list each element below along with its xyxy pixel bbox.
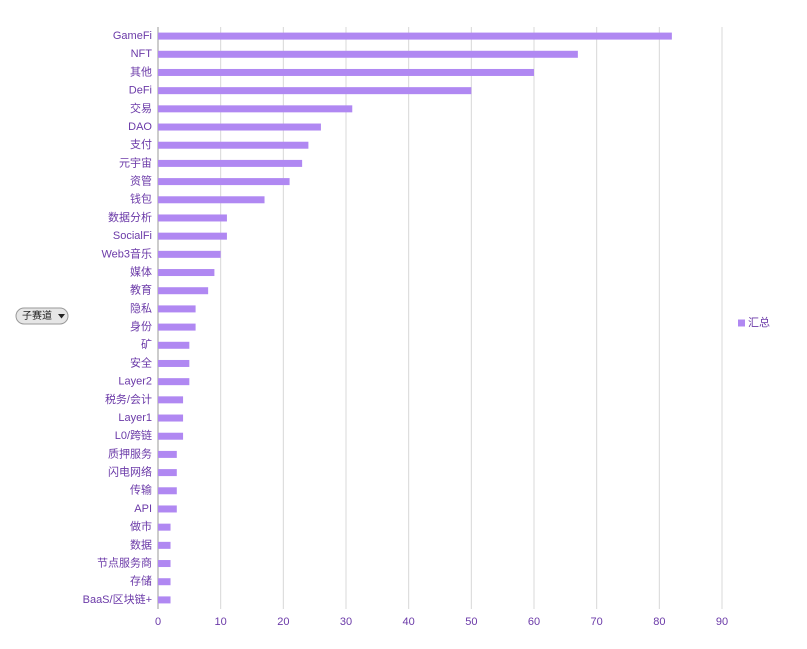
bar	[158, 232, 227, 240]
y-tick-label: 数据	[130, 537, 152, 551]
y-tick-label: 钱包	[130, 192, 152, 206]
y-tick-label: API	[134, 503, 152, 515]
y-tick-label: 节点服务商	[97, 555, 152, 569]
y-tick-label: 交易	[130, 101, 152, 115]
bar	[158, 341, 190, 349]
x-tick-label: 90	[716, 616, 728, 628]
bar	[158, 560, 171, 568]
y-tick-label: 教育	[130, 283, 152, 297]
filter-label: 子赛道	[22, 309, 52, 322]
bar	[158, 105, 353, 113]
bar	[158, 469, 177, 477]
bar	[158, 450, 177, 458]
bar	[158, 269, 215, 277]
y-tick-label: Web3音乐	[101, 246, 152, 260]
x-tick-label: 70	[591, 616, 603, 628]
legend-label: 汇总	[748, 315, 770, 329]
y-tick-label: Layer1	[118, 412, 152, 424]
x-tick-label: 50	[465, 616, 477, 628]
bar	[158, 178, 290, 186]
bar	[158, 414, 184, 422]
y-tick-label: 传输	[130, 483, 152, 497]
y-tick-label: 做市	[130, 519, 152, 533]
bar	[158, 123, 321, 131]
bar	[158, 50, 578, 58]
y-tick-label: Layer2	[118, 376, 152, 388]
bar	[158, 359, 190, 367]
legend-swatch	[738, 319, 745, 327]
y-tick-label: 存储	[130, 574, 152, 588]
y-tick-label: 身份	[130, 319, 152, 333]
y-tick-label: NFT	[131, 48, 153, 60]
bar	[158, 141, 309, 149]
y-tick-label: 安全	[130, 355, 152, 369]
bar	[158, 378, 190, 386]
bar	[158, 250, 221, 258]
y-tick-label: 资管	[130, 174, 152, 188]
y-tick-label: DeFi	[129, 85, 152, 97]
y-tick-label: GameFi	[113, 30, 152, 42]
y-tick-label: 数据分析	[108, 210, 152, 224]
filter-button-bg	[15, 307, 69, 325]
dropdown-arrow	[58, 314, 65, 319]
bar	[158, 578, 171, 586]
y-tick-label: 隐私	[130, 302, 152, 315]
y-tick-label: L0/跨链	[115, 428, 152, 442]
bar	[158, 214, 227, 222]
bar	[158, 32, 672, 40]
bar	[158, 523, 171, 531]
x-tick-label: 80	[653, 616, 665, 628]
x-tick-label: 60	[528, 616, 540, 628]
bar	[158, 305, 196, 313]
y-tick-label: 闪电网络	[108, 465, 152, 479]
bar	[158, 396, 184, 404]
x-tick-label: 30	[340, 616, 352, 628]
y-tick-label: 税务/会计	[105, 392, 152, 406]
bar	[158, 541, 171, 549]
y-tick-label: 媒体	[130, 264, 152, 278]
bar	[158, 505, 177, 513]
x-tick-label: 40	[403, 616, 415, 628]
x-tick-label: 0	[155, 616, 161, 628]
y-tick-label: BaaS/区块链+	[83, 592, 152, 606]
x-tick-label: 10	[215, 616, 227, 628]
bar	[158, 87, 472, 95]
bar	[158, 432, 184, 440]
x-tick-label: 20	[277, 616, 289, 628]
bar	[158, 287, 209, 295]
y-tick-label: 支付	[130, 138, 152, 151]
bar	[158, 68, 534, 76]
bar	[158, 487, 177, 495]
y-tick-label: 其他	[130, 65, 152, 78]
bar	[158, 323, 196, 331]
filter-button[interactable]: 子赛道	[15, 307, 69, 325]
y-tick-label: 元宇宙	[119, 155, 152, 169]
bar	[158, 196, 265, 204]
bar	[158, 596, 171, 604]
y-tick-label: SocialFi	[113, 230, 152, 242]
bar	[158, 159, 303, 167]
y-tick-label: 矿	[141, 338, 152, 351]
y-tick-label: 质押服务	[108, 446, 152, 460]
y-tick-label: DAO	[128, 121, 152, 133]
